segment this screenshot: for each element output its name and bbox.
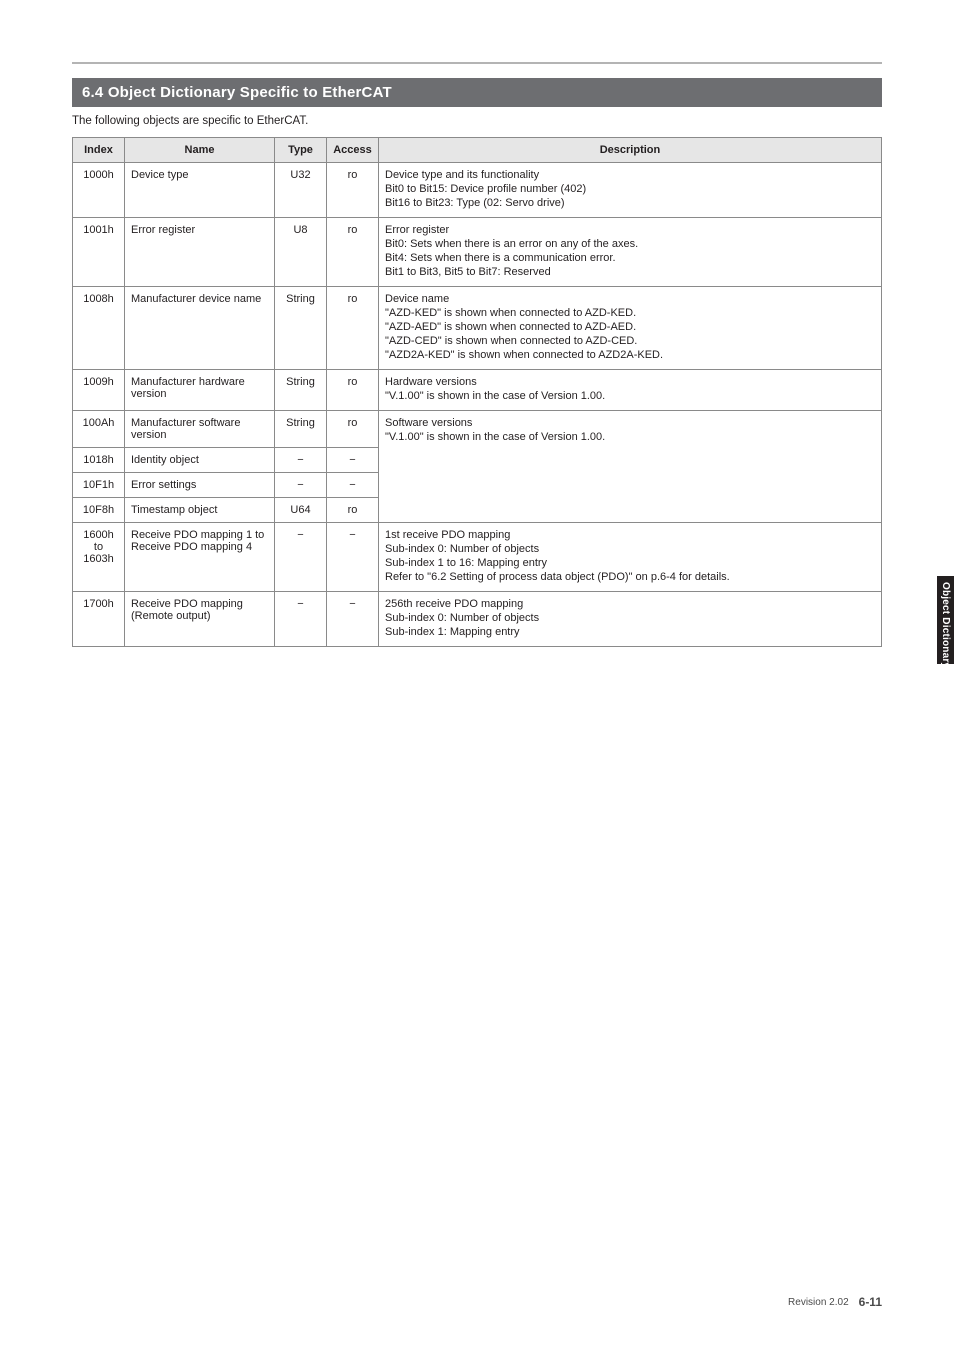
cell-access: − [327, 448, 379, 473]
description-line: Device name [385, 293, 875, 305]
cell-index: 1009h [73, 370, 125, 411]
cell-type: − [275, 523, 327, 592]
cell-name: Identity object [125, 448, 275, 473]
cell-type: − [275, 448, 327, 473]
cell-access: − [327, 473, 379, 498]
cell-description: Hardware versions "V.1.00" is shown in th… [379, 370, 882, 411]
table-row: 1000hDevice typeU32roDevice type and its… [73, 163, 882, 218]
cell-name: Error settings [125, 473, 275, 498]
cell-name: Manufacturer software version [125, 411, 275, 448]
col-header-description: Description [379, 138, 882, 163]
cell-name: Receive PDO mapping 1 to Receive PDO map… [125, 523, 275, 592]
cell-index: 1600h to 1603h [73, 523, 125, 592]
cell-description: 256th receive PDO mapping Sub-index 0: Nu… [379, 592, 882, 647]
cell-access: − [327, 523, 379, 592]
description-line: 1st receive PDO mapping [385, 529, 875, 541]
cell-access: ro [327, 218, 379, 287]
cell-access: ro [327, 287, 379, 370]
cell-type: String [275, 370, 327, 411]
cell-type: U64 [275, 498, 327, 523]
description-line: "AZD-AED" is shown when connected to AZD… [385, 321, 875, 333]
cell-access: ro [327, 370, 379, 411]
cell-name: Device type [125, 163, 275, 218]
cell-index: 10F8h [73, 498, 125, 523]
cell-description: 1st receive PDO mapping Sub-index 0: Numb… [379, 523, 882, 592]
document-page: 6.4 Object Dictionary Specific to EtherC… [0, 0, 954, 1351]
cell-name: Timestamp object [125, 498, 275, 523]
table-row: 1001hError registerU8roError registerBit… [73, 218, 882, 287]
cell-access: ro [327, 163, 379, 218]
page-footer: Revision 2.02 6-11 [788, 1295, 882, 1309]
cell-index: 100Ah [73, 411, 125, 448]
section-heading: 6.4 Object Dictionary Specific to EtherC… [72, 78, 882, 107]
col-header-access: Access [327, 138, 379, 163]
cell-index: 1018h [73, 448, 125, 473]
cell-description: Device type and its functionality Bit0 to… [379, 163, 882, 218]
cell-description: Software versions "V.1.00" is shown in th… [379, 411, 882, 523]
cell-type: − [275, 592, 327, 647]
cell-name: Receive PDO mapping (Remote output) [125, 592, 275, 647]
top-rule [72, 62, 882, 64]
description-line: Sub-index 1 to 16: Mapping entry [385, 557, 875, 569]
cell-type: U32 [275, 163, 327, 218]
table-row: 1700hReceive PDO mapping (Remote output)… [73, 592, 882, 647]
cell-type: − [275, 473, 327, 498]
description-line: Bit0: Sets when there is an error on any… [385, 238, 875, 250]
cell-access: ro [327, 411, 379, 448]
lead-paragraph: The following objects are specific to Et… [72, 115, 882, 127]
object-dictionary-table: Index Name Type Access Description 1000h… [72, 137, 882, 647]
description-line: Error register [385, 224, 875, 236]
description-line: Device type and its functionality [385, 169, 875, 181]
page-number: 6-11 [859, 1295, 882, 1309]
side-tab-label: Object Dictionary [940, 582, 951, 668]
cell-index: 1001h [73, 218, 125, 287]
cell-type: U8 [275, 218, 327, 287]
description-line: Bit4: Sets when there is a communication… [385, 252, 875, 264]
cell-access: ro [327, 498, 379, 523]
description-line: Sub-index 0: Number of objects [385, 543, 875, 555]
description-line: Sub-index 0: Number of objects [385, 612, 875, 624]
cell-description: Device name "AZD-KED" is shown when conne… [379, 287, 882, 370]
cell-index: 1700h [73, 592, 125, 647]
col-header-name: Name [125, 138, 275, 163]
cell-name: Error register [125, 218, 275, 287]
description-line: "V.1.00" is shown in the case of Version… [385, 390, 875, 402]
description-line: "V.1.00" is shown in the case of Version… [385, 431, 875, 443]
cell-description: Error register Bit0: Sets when there is a… [379, 218, 882, 287]
cell-type: String [275, 287, 327, 370]
cell-index: 1000h [73, 163, 125, 218]
table-header-row: Index Name Type Access Description [73, 138, 882, 163]
description-line: Hardware versions [385, 376, 875, 388]
cell-access: − [327, 592, 379, 647]
table-row: 1009hManufacturer hardware versionString… [73, 370, 882, 411]
table-row: 1008hManufacturer device nameStringroDev… [73, 287, 882, 370]
side-tab: Object Dictionary [937, 576, 954, 664]
description-line: Bit0 to Bit15: Device profile number (40… [385, 183, 875, 195]
cell-index: 10F1h [73, 473, 125, 498]
description-line: 256th receive PDO mapping [385, 598, 875, 610]
footer-revision: Revision 2.02 [788, 1297, 849, 1308]
description-line: "AZD-KED" is shown when connected to AZD… [385, 307, 875, 319]
description-line: Bit1 to Bit3, Bit5 to Bit7: Reserved [385, 266, 875, 278]
table-row: 1600h to 1603hReceive PDO mapping 1 to R… [73, 523, 882, 592]
description-line: Sub-index 1: Mapping entry [385, 626, 875, 638]
cell-name: Manufacturer hardware version [125, 370, 275, 411]
table-row: 100AhManufacturer software versionString… [73, 411, 882, 448]
col-header-index: Index [73, 138, 125, 163]
cell-type: String [275, 411, 327, 448]
cell-index: 1008h [73, 287, 125, 370]
description-line: Refer to "6.2 Setting of process data ob… [385, 571, 875, 583]
description-line: "AZD2A-KED" is shown when connected to A… [385, 349, 875, 361]
col-header-type: Type [275, 138, 327, 163]
cell-name: Manufacturer device name [125, 287, 275, 370]
description-line: Software versions [385, 417, 875, 429]
description-line: Bit16 to Bit23: Type (02: Servo drive) [385, 197, 875, 209]
description-line: "AZD-CED" is shown when connected to AZD… [385, 335, 875, 347]
